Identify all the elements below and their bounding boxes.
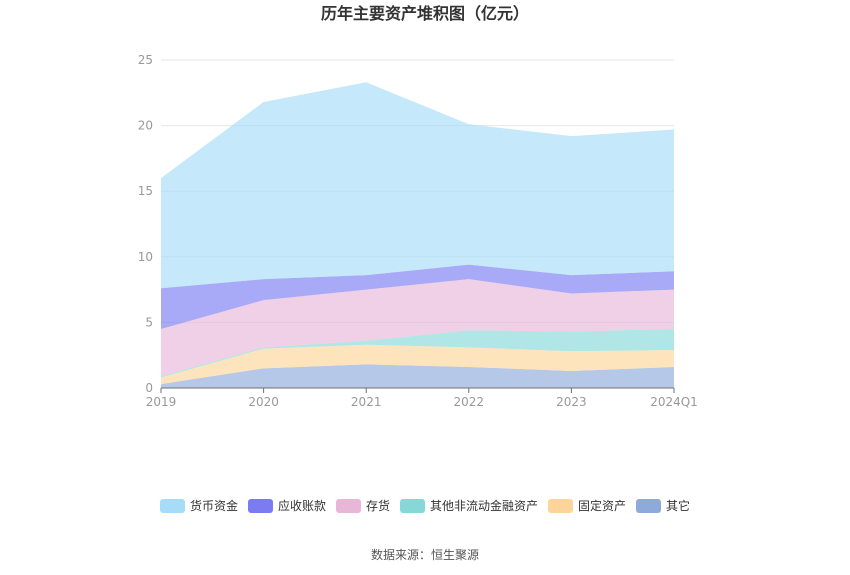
series-area [161,328,674,378]
chart-title: 历年主要资产堆积图（亿元） [321,4,529,23]
series-area [161,344,674,385]
legend-item[interactable]: 应收账款 [248,498,326,513]
legend-label: 固定资产 [578,498,626,513]
y-tick-label: 25 [138,53,153,67]
x-tick-label: 2022 [454,395,485,409]
y-tick-label: 5 [145,315,153,329]
legend-item[interactable]: 其它 [636,498,690,513]
x-tick-label: 2020 [248,395,279,409]
x-tick-label: 2021 [351,395,382,409]
legend-swatch [400,499,425,513]
legend-swatch [636,499,661,513]
legend-item[interactable]: 其他非流动金融资产 [400,498,538,513]
legend-swatch [160,499,185,513]
y-tick-label: 15 [138,184,153,198]
legend-item[interactable]: 货币资金 [160,498,238,513]
legend-label: 货币资金 [190,498,238,513]
legend-label: 其他非流动金融资产 [430,498,538,513]
area-layer [161,82,674,388]
series-area [161,264,674,329]
series-area [161,364,674,388]
legend-swatch [248,499,273,513]
x-tick-label: 2024Q1 [650,395,698,409]
legend-swatch [548,499,573,513]
axis-layer: 0 5 10 15 20 25 2019 2020 2021 2022 2023 2024Q1 [138,53,698,409]
source-note: 数据来源：恒生聚源 [371,547,479,562]
y-tick-label: 0 [145,381,153,395]
y-tick-label: 20 [138,119,153,133]
legend-label: 其它 [666,498,690,513]
series-area [161,279,674,377]
x-tick-label: 2019 [146,395,177,409]
legend-item[interactable]: 存货 [336,498,390,513]
series-area [161,82,674,289]
legend: 货币资金 应收账款 存货 其他非流动金融资产 固定资产 其它 [160,498,690,513]
legend-item[interactable]: 固定资产 [548,498,626,513]
y-tick-label: 10 [138,250,153,264]
legend-label: 存货 [366,498,390,513]
legend-swatch [336,499,361,513]
legend-label: 应收账款 [278,498,326,513]
x-tick-label: 2023 [556,395,587,409]
